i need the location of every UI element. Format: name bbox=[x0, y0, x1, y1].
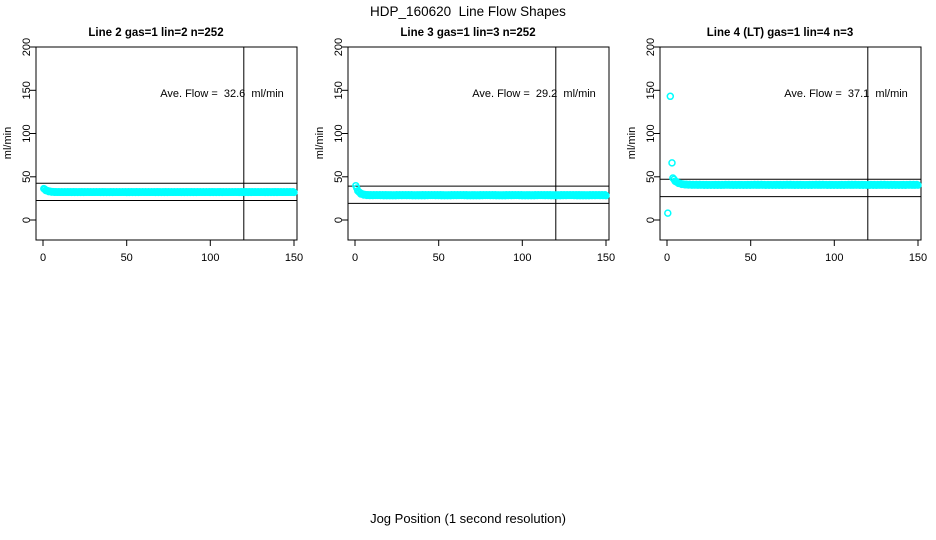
svg-text:ml/min: ml/min bbox=[626, 127, 638, 159]
plot-line-3: 0 50 100 150 0 50 100 150 200 ml/min bbox=[314, 38, 615, 264]
svg-text:150: 150 bbox=[597, 252, 615, 264]
svg-text:200: 200 bbox=[645, 38, 657, 56]
svg-text:0: 0 bbox=[645, 217, 657, 223]
svg-text:ml/min: ml/min bbox=[2, 127, 14, 159]
svg-text:150: 150 bbox=[909, 252, 927, 264]
svg-text:0: 0 bbox=[664, 252, 670, 264]
panel-line-4: Line 4 (LT) gas=1 lin=4 n=3 0 50 100 150 0 50… bbox=[624, 0, 936, 270]
panels-row: Line 2 gas=1 lin=2 n=252 0 50 100 150 0 50 100… bbox=[0, 0, 936, 270]
svg-text:0: 0 bbox=[21, 217, 33, 223]
svg-text:0: 0 bbox=[352, 252, 358, 264]
svg-text:100: 100 bbox=[201, 252, 219, 264]
panel-title-line-2: Line 2 gas=1 lin=2 n=252 bbox=[88, 27, 224, 39]
svg-text:50: 50 bbox=[645, 171, 657, 183]
svg-text:200: 200 bbox=[21, 38, 33, 56]
svg-text:50: 50 bbox=[333, 171, 345, 183]
svg-text:150: 150 bbox=[285, 252, 303, 264]
svg-text:50: 50 bbox=[121, 252, 133, 264]
ave-flow-annotation-line-2: Ave. Flow = 32.6 ml/min bbox=[160, 88, 284, 100]
ave-flow-annotation-line-3: Ave. Flow = 29.2 ml/min bbox=[472, 88, 596, 100]
panel-line-2: Line 2 gas=1 lin=2 n=252 0 50 100 150 0 50 100… bbox=[0, 0, 312, 270]
plot-line-4: 0 50 100 150 0 50 100 150 200 ml/min bbox=[626, 38, 927, 264]
svg-text:100: 100 bbox=[21, 124, 33, 142]
svg-text:50: 50 bbox=[745, 252, 757, 264]
svg-text:150: 150 bbox=[645, 81, 657, 99]
panel-line-3: Line 3 gas=1 lin=3 n=252 0 50 100 150 0 50 100… bbox=[312, 0, 624, 270]
svg-text:150: 150 bbox=[21, 81, 33, 99]
svg-text:50: 50 bbox=[433, 252, 445, 264]
svg-text:0: 0 bbox=[333, 217, 345, 223]
x-axis-label: Jog Position (1 second resolution) bbox=[370, 511, 566, 526]
svg-text:150: 150 bbox=[333, 81, 345, 99]
plot-line-2: 0 50 100 150 0 50 100 150 200 ml/min bbox=[2, 38, 303, 264]
svg-text:ml/min: ml/min bbox=[314, 127, 326, 159]
ave-flow-annotation-line-4: Ave. Flow = 37.1 ml/min bbox=[784, 88, 908, 100]
figure-title: HDP_160620 Line Flow Shapes bbox=[370, 4, 566, 19]
panel-title-line-3: Line 3 gas=1 lin=3 n=252 bbox=[400, 27, 536, 39]
svg-text:100: 100 bbox=[825, 252, 843, 264]
svg-text:100: 100 bbox=[513, 252, 531, 264]
svg-text:0: 0 bbox=[40, 252, 46, 264]
svg-text:200: 200 bbox=[333, 38, 345, 56]
panel-title-line-4: Line 4 (LT) gas=1 lin=4 n=3 bbox=[706, 27, 854, 39]
svg-text:50: 50 bbox=[21, 171, 33, 183]
svg-text:100: 100 bbox=[645, 124, 657, 142]
svg-text:100: 100 bbox=[333, 124, 345, 142]
